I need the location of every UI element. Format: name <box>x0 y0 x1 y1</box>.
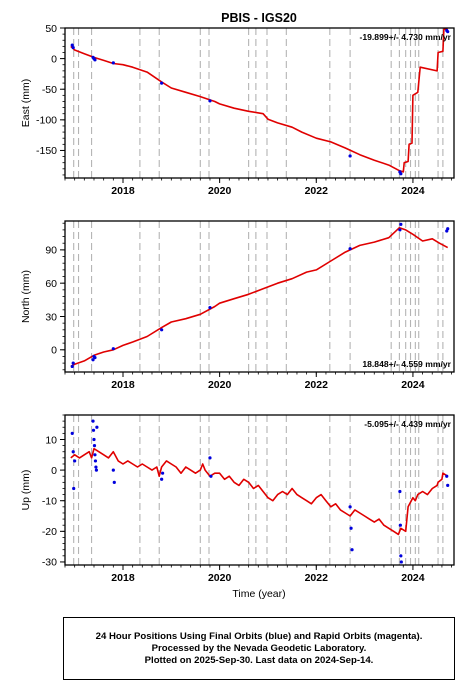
north-y-tick-label: 60 <box>45 278 57 290</box>
up-final-orbit-point <box>95 425 99 429</box>
north-x-tick-label: 2020 <box>208 379 232 391</box>
north-panel: 2018 2020 2022 2024 0 30 60 90 North (mm) 18.848+… <box>20 220 455 391</box>
east-final-orbit-point <box>111 61 115 65</box>
caption-line-1: 24 Hour Positions Using Final Orbits (bl… <box>95 630 423 642</box>
up-final-orbit-point <box>349 526 353 530</box>
up-final-orbit-point <box>93 453 97 457</box>
north-final-orbit-point <box>91 358 95 362</box>
north-rapid-orbit-point <box>446 227 450 231</box>
up-final-orbit-point <box>348 505 352 509</box>
up-final-orbit-point <box>399 560 403 564</box>
up-final-orbit-point <box>112 480 116 484</box>
up-final-orbit-point <box>73 459 77 463</box>
up-final-orbit-point <box>91 419 95 423</box>
east-y-tick-label: -150 <box>36 145 57 157</box>
north-y-tick-label: 90 <box>45 245 57 257</box>
up-final-orbit-point <box>92 444 97 448</box>
east-x-tick-label: 2020 <box>208 185 232 197</box>
east-final-orbit-point <box>348 154 352 158</box>
east-final-orbit-point <box>93 58 97 62</box>
up-final-orbit-point <box>161 471 165 475</box>
up-final-orbit-point <box>160 477 164 481</box>
east-y-axis-label: East (mm) <box>20 79 32 127</box>
up-y-tick-label: 0 <box>51 465 57 477</box>
up-final-orbit-point <box>94 465 98 469</box>
north-final-orbit-point <box>93 355 97 360</box>
north-final-orbit-point <box>399 222 403 226</box>
east-model-line <box>70 28 448 173</box>
up-final-orbit-point <box>208 456 212 460</box>
north-final-orbit-point <box>348 247 352 251</box>
north-final-orbit-point <box>208 306 212 310</box>
east-rate-label: -19.899+/- 4.730 mm/yr <box>360 32 452 42</box>
caption-box: 24 Hour Positions Using Final Orbits (bl… <box>63 617 455 680</box>
north-x-tick-label: 2024 <box>401 379 425 391</box>
up-model-line <box>70 447 449 536</box>
east-final-orbit-point <box>208 99 212 103</box>
east-final-orbit-point <box>160 81 164 85</box>
up-final-orbit-point <box>92 437 96 442</box>
up-final-orbit-point <box>111 468 115 472</box>
x-axis-label: Time (year) <box>232 588 285 600</box>
north-final-orbit-point <box>70 364 74 369</box>
up-y-axis-label: Up (mm) <box>20 470 32 511</box>
north-x-tick-label: 2022 <box>305 379 329 391</box>
up-final-orbit-point <box>350 548 354 552</box>
east-y-tick-label: -50 <box>42 84 57 96</box>
east-x-tick-label: 2024 <box>401 185 425 197</box>
east-panel: 2018 2020 2022 2024 -150 -100 -50 0 50 East (mm) -… <box>20 23 455 197</box>
up-final-orbit-point <box>399 554 403 558</box>
east-x-tick-label: 2018 <box>111 185 135 197</box>
north-final-orbit-point <box>111 347 115 351</box>
up-final-orbit-point <box>445 474 449 478</box>
north-final-orbit-point <box>71 361 75 365</box>
east-final-orbit-point <box>71 45 75 50</box>
north-final-orbit-point <box>160 328 164 332</box>
north-frame <box>64 220 455 373</box>
east-y-tick-label: 50 <box>45 23 57 35</box>
up-final-orbit-point <box>94 468 99 472</box>
up-final-orbit-point <box>446 483 450 488</box>
up-final-orbit-point <box>398 523 402 527</box>
up-x-tick-label: 2022 <box>305 572 329 584</box>
east-frame <box>64 27 455 179</box>
up-y-tick-label: 10 <box>45 434 57 446</box>
north-model-line <box>70 226 449 368</box>
up-final-orbit-point <box>72 486 76 491</box>
up-y-tick-label: -30 <box>42 557 57 569</box>
east-rapid-orbit-point <box>446 30 450 34</box>
east-x-tick-label: 2022 <box>305 185 329 197</box>
north-final-orbit-point <box>398 228 402 232</box>
up-panel: 2018 2020 2022 2024 -30 -20 -10 0 10 Up (mm) -5.09… <box>20 414 455 584</box>
up-final-orbit-point <box>71 450 75 454</box>
north-y-tick-label: 0 <box>51 345 57 357</box>
up-y-tick-label: -10 <box>42 496 57 508</box>
up-x-tick-label: 2020 <box>208 572 232 584</box>
caption-line-3: Plotted on 2025-Sep-30. Last data on 202… <box>144 654 374 666</box>
up-x-tick-label: 2018 <box>111 572 135 584</box>
up-frame <box>64 414 455 566</box>
up-y-tick-label: -20 <box>42 526 57 538</box>
up-final-orbit-point <box>398 489 402 494</box>
figure-title: PBIS - IGS20 <box>221 11 297 25</box>
up-final-orbit-point <box>93 459 98 463</box>
caption-line-2: Processed by the Nevada Geodetic Laborat… <box>151 642 367 654</box>
east-final-orbit-point <box>399 172 403 176</box>
east-y-tick-label: -100 <box>36 115 57 127</box>
up-rate-label: -5.095+/- 4.439 mm/yr <box>364 419 451 429</box>
up-final-orbit-point <box>209 474 213 478</box>
up-x-tick-label: 2024 <box>401 572 425 584</box>
north-x-tick-label: 2018 <box>111 379 135 391</box>
east-final-orbit-point <box>70 43 74 47</box>
north-y-axis-label: North (mm) <box>20 270 32 323</box>
east-y-tick-label: 0 <box>51 53 57 65</box>
north-rate-label: 18.848+/- 4.559 mm/yr <box>362 359 451 369</box>
up-final-orbit-point <box>91 428 96 432</box>
up-final-orbit-point <box>70 431 74 435</box>
north-y-tick-label: 30 <box>45 311 57 323</box>
